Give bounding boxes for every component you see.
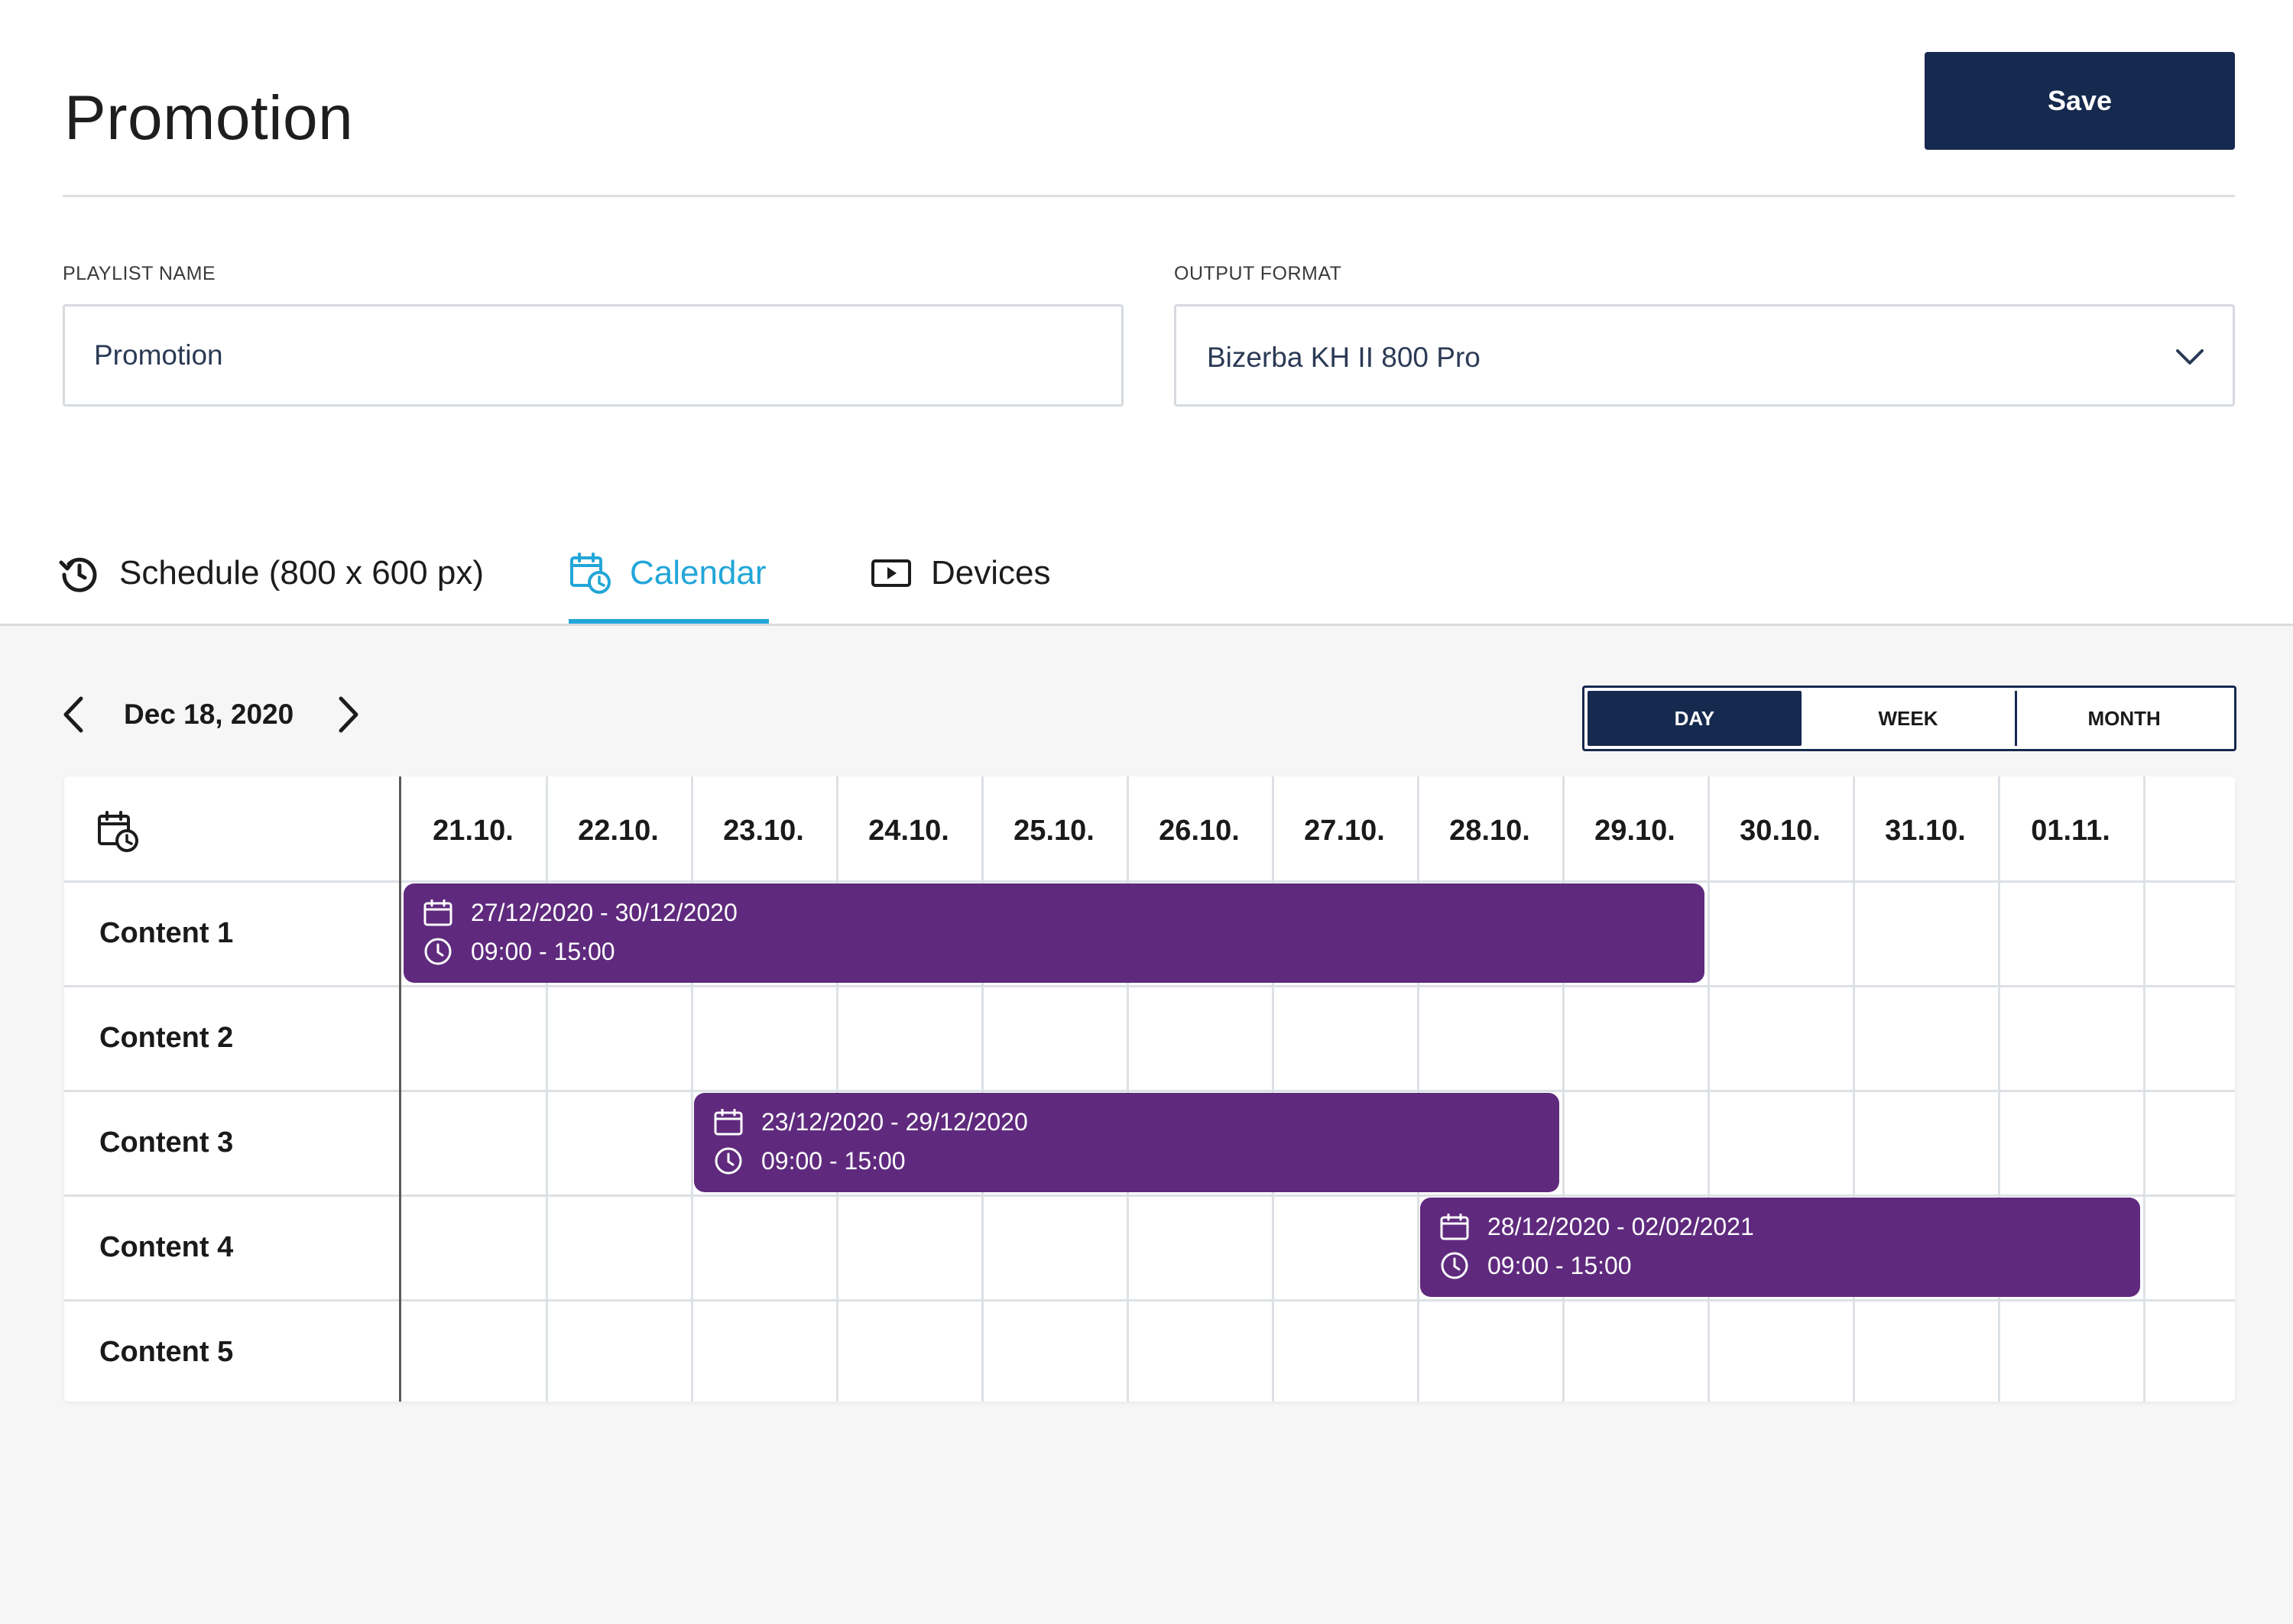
row-label: Content 3 — [99, 1126, 234, 1159]
grid-column-line — [1853, 776, 1855, 1402]
previous-date-icon[interactable] — [58, 688, 89, 741]
event-time-range: 09:00 - 15:00 — [423, 937, 615, 966]
event-dates: 28/12/2020 - 02/02/2021 — [1487, 1213, 1754, 1240]
view-week-button[interactable]: WEEK — [1802, 691, 2016, 746]
grid-column-line — [1272, 776, 1274, 1402]
clock-icon — [424, 938, 452, 965]
grid-row-line — [64, 880, 2235, 883]
calendar-clock-icon — [98, 811, 138, 852]
schedule-event[interactable]: 28/12/2020 - 02/02/2021 09:00 - 15:00 — [1420, 1198, 2140, 1297]
grid-row-line — [64, 1194, 2235, 1197]
day-header: 26.10. — [1159, 815, 1240, 847]
calendar-icon — [423, 899, 452, 925]
grid-column-line — [691, 776, 693, 1402]
page-title: Promotion — [64, 83, 354, 153]
tab-calendar[interactable]: Calendar — [569, 520, 767, 627]
day-header: 30.10. — [1740, 815, 1821, 847]
grid-row-line — [64, 1299, 2235, 1301]
row-label: Content 2 — [99, 1022, 234, 1054]
day-header: 28.10. — [1449, 815, 1530, 847]
schedule-event[interactable]: 27/12/2020 - 30/12/2020 09:00 - 15:00 — [404, 883, 1704, 983]
event-date-range: 27/12/2020 - 30/12/2020 — [423, 899, 738, 927]
tab-schedule[interactable]: Schedule (800 x 600 px) — [58, 520, 484, 627]
tab-bar: Schedule (800 x 600 px) Calendar Devices — [0, 520, 2293, 627]
next-date-icon[interactable] — [333, 688, 364, 741]
grid-column-line — [546, 776, 548, 1402]
grid-column-line — [1562, 776, 1565, 1402]
calendar-grid: 21.10. 22.10. 23.10. 24.10. 25.10. 26.10. 27.1… — [64, 776, 2235, 1402]
tab-devices-label: Devices — [931, 554, 1051, 592]
calendar-icon — [714, 1108, 743, 1135]
clock-icon — [1441, 1252, 1468, 1279]
event-date-range: 28/12/2020 - 02/02/2021 — [1440, 1213, 1754, 1241]
event-dates: 27/12/2020 - 30/12/2020 — [471, 899, 738, 926]
grid-column-line — [1127, 776, 1129, 1402]
event-time: 09:00 - 15:00 — [471, 937, 615, 965]
label-column-divider — [399, 776, 401, 1402]
event-time-range: 09:00 - 15:00 — [1440, 1251, 1632, 1280]
grid-column-line — [2143, 776, 2145, 1402]
view-month-button[interactable]: MONTH — [2017, 691, 2231, 746]
tab-schedule-label: Schedule (800 x 600 px) — [119, 554, 484, 592]
output-format-value: Bizerba KH II 800 Pro — [1207, 342, 1481, 373]
event-dates: 23/12/2020 - 29/12/2020 — [761, 1108, 1028, 1136]
grid-column-line — [981, 776, 984, 1402]
grid-column-line — [836, 776, 838, 1402]
clock-icon — [715, 1147, 742, 1175]
grid-column-line — [1708, 776, 1710, 1402]
day-header: 27.10. — [1304, 815, 1385, 847]
day-header: 29.10. — [1594, 815, 1675, 847]
view-divider — [2015, 691, 2018, 746]
calendar-clock-icon — [570, 553, 611, 594]
event-time: 09:00 - 15:00 — [1487, 1251, 1632, 1279]
day-header: 31.10. — [1885, 815, 1966, 847]
day-header: 23.10. — [723, 815, 804, 847]
grid-row-line — [64, 985, 2235, 987]
calendar-icon — [1440, 1213, 1469, 1240]
view-toggle: DAY WEEK MONTH — [1582, 686, 2236, 751]
event-date-range: 23/12/2020 - 29/12/2020 — [714, 1108, 1028, 1136]
view-day-button[interactable]: DAY — [1588, 691, 1802, 746]
day-header: 25.10. — [1014, 815, 1095, 847]
output-format-label: OUTPUT FORMAT — [1174, 263, 1342, 284]
day-header: 24.10. — [868, 815, 949, 847]
grid-column-line — [1998, 776, 2000, 1402]
play-screen-icon — [871, 559, 911, 587]
playlist-name-label: PLAYLIST NAME — [63, 263, 216, 284]
row-label: Content 4 — [99, 1231, 234, 1263]
output-format-select[interactable]: Bizerba KH II 800 Pro — [1174, 304, 2235, 407]
day-header: 01.11. — [2031, 815, 2110, 847]
event-time: 09:00 - 15:00 — [761, 1146, 906, 1175]
playlist-name-input[interactable] — [65, 306, 1121, 404]
tab-calendar-label: Calendar — [630, 554, 767, 592]
day-header: 22.10. — [578, 815, 659, 847]
row-label: Content 5 — [99, 1336, 234, 1368]
tab-devices[interactable]: Devices — [870, 520, 1051, 627]
row-label: Content 1 — [99, 917, 234, 949]
grid-column-line — [1417, 776, 1419, 1402]
schedule-event[interactable]: 23/12/2020 - 29/12/2020 09:00 - 15:00 — [694, 1093, 1559, 1192]
event-time-range: 09:00 - 15:00 — [714, 1146, 906, 1175]
schedule-refresh-icon — [59, 557, 97, 592]
current-date: Dec 18, 2020 — [124, 699, 294, 730]
day-header: 21.10. — [433, 815, 514, 847]
grid-row-line — [64, 1090, 2235, 1092]
save-button[interactable]: Save — [1925, 52, 2235, 150]
playlist-name-field[interactable] — [63, 304, 1124, 407]
chevron-down-icon — [2176, 349, 2204, 365]
active-tab-indicator — [569, 619, 769, 624]
page-header: Promotion Save — [63, 0, 2235, 197]
